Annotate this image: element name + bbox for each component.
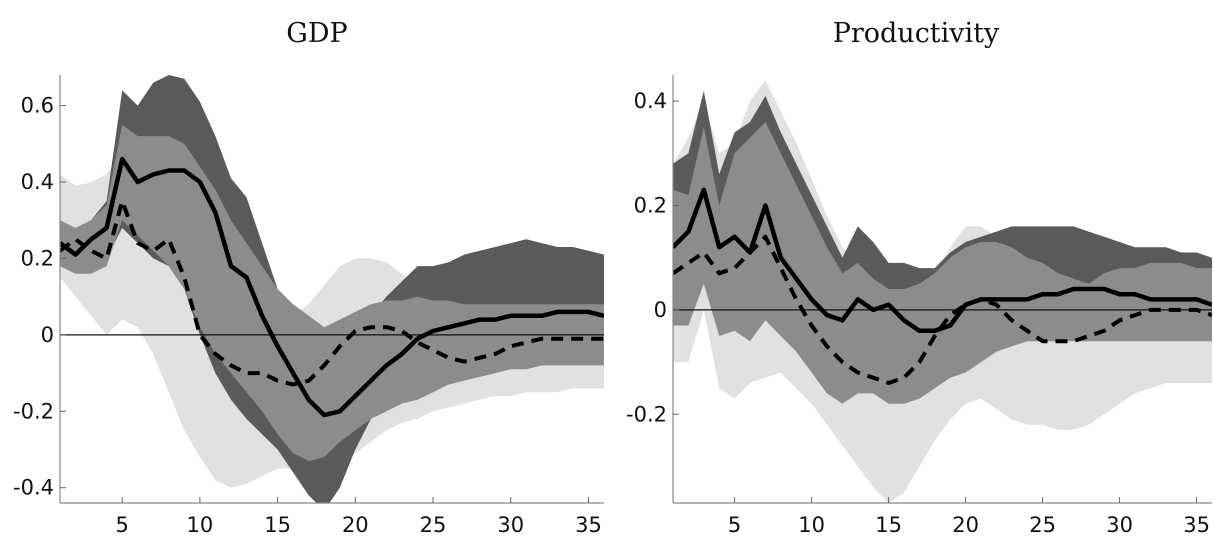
productivity-confidence-band-2	[673, 122, 1212, 404]
productivity-title: Productivity	[833, 18, 1000, 49]
gdp-y-tick-label: -0.2	[13, 399, 54, 423]
gdp-plot-area	[60, 75, 604, 503]
gdp-y-tick-label: 0.6	[21, 94, 54, 118]
gdp-y-tick-label: 0.4	[21, 170, 54, 194]
productivity-x-tick-label: 5	[728, 513, 741, 537]
gdp-x-tick-label: 10	[187, 513, 214, 537]
productivity-x-tick-label: 30	[1106, 513, 1133, 537]
productivity-y-tick-label: -0.2	[626, 402, 667, 426]
gdp-chart: GDP -0.4 -0.2 0 0.2 0.4 0.6 5 10 15 20 25 30 35	[13, 18, 604, 537]
productivity-chart: Productivity -0.2 0 0.2 0.4 5 10 15 20 25 30 35	[626, 18, 1212, 537]
gdp-x-tick-label: 25	[420, 513, 447, 537]
productivity-plot-area	[673, 80, 1212, 503]
productivity-y-tick-label: 0	[654, 298, 667, 322]
gdp-x-tick-label: 35	[575, 513, 602, 537]
gdp-y-tick-label: 0	[41, 323, 54, 347]
gdp-confidence-band-2	[60, 124, 604, 461]
gdp-series-dashed	[60, 199, 604, 387]
gdp-series-solid	[60, 156, 604, 418]
gdp-x-tick-label: 30	[497, 513, 524, 537]
productivity-y-tick-label: 0.2	[634, 193, 667, 217]
productivity-x-tick-label: 20	[952, 513, 979, 537]
gdp-y-tick-label: 0.2	[21, 246, 54, 270]
gdp-x-tick-label: 5	[115, 513, 128, 537]
productivity-y-tick-label: 0.4	[634, 89, 667, 113]
gdp-y-tick-label: -0.4	[13, 476, 54, 500]
gdp-title: GDP	[286, 18, 347, 49]
productivity-x-tick-label: 25	[1029, 513, 1056, 537]
productivity-series-dashed	[673, 234, 1212, 385]
gdp-x-tick-label: 20	[342, 513, 369, 537]
gdp-x-tick-label: 15	[264, 513, 291, 537]
productivity-x-tick-label: 10	[798, 513, 825, 537]
productivity-x-tick-label: 35	[1183, 513, 1210, 537]
productivity-x-tick-label: 15	[875, 513, 902, 537]
